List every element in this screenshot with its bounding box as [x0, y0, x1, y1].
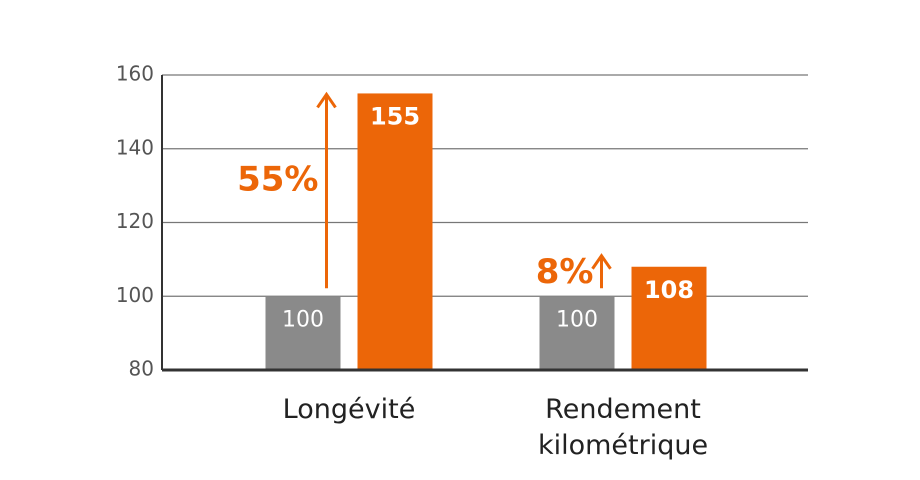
value-label: 100: [282, 307, 324, 332]
bar: [631, 266, 707, 370]
x-tick-label: Longévité: [282, 394, 416, 425]
y-tick-label: 120: [116, 209, 154, 233]
arrow-head: [591, 253, 612, 270]
value-label: 108: [644, 276, 694, 304]
value-label: 100: [556, 307, 598, 332]
y-tick-label: 160: [116, 62, 154, 86]
bar: [357, 93, 433, 370]
annotation: 55%: [237, 159, 318, 199]
arrow-head: [316, 91, 337, 109]
y-tick-label: 80: [129, 357, 154, 381]
y-tick-label: 140: [116, 135, 154, 159]
x-tick-label: Rendement kilométrique: [537, 394, 709, 461]
value-label: 155: [370, 102, 420, 130]
y-tick-label: 100: [116, 283, 154, 307]
annotation: 8%: [536, 252, 594, 292]
bar: [539, 296, 615, 370]
bar: [265, 296, 341, 370]
